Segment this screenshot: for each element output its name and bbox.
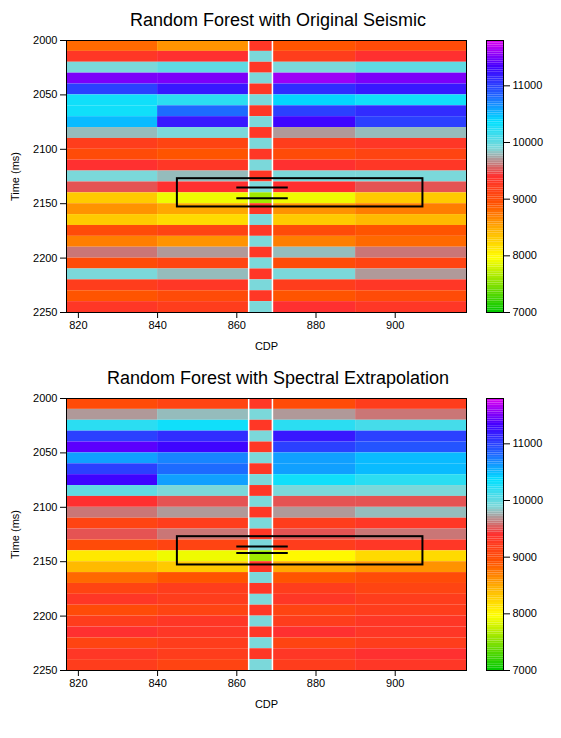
html-text:Random Forest with Original Se: Random Forest with Original Seismic <box>129 10 426 30</box>
svg-text:2250: 2250 <box>33 306 57 318</box>
svg-text:Time (ms): Time (ms) <box>9 152 21 201</box>
svg-text:2200: 2200 <box>33 252 57 264</box>
svg-text:880: 880 <box>307 319 325 331</box>
svg-text:840: 840 <box>148 319 166 331</box>
svg-text:Time (ms): Time (ms) <box>9 510 21 559</box>
svg-text:900: 900 <box>386 319 404 331</box>
svg-text:2100: 2100 <box>33 501 57 513</box>
html-text:Random Forest with Spectral Ex: Random Forest with Spectral Extrapolatio… <box>106 368 450 388</box>
svg-text:2250: 2250 <box>33 664 57 676</box>
svg-text:2000: 2000 <box>33 392 57 404</box>
svg-text:880: 880 <box>307 677 325 689</box>
svg-text:2000: 2000 <box>33 34 57 46</box>
svg-text:10000: 10000 <box>513 136 544 148</box>
svg-text:2100: 2100 <box>33 143 57 155</box>
svg-text:2150: 2150 <box>33 197 57 209</box>
svg-text:8000: 8000 <box>513 249 537 261</box>
svg-text:860: 860 <box>228 677 246 689</box>
svg-text:8000: 8000 <box>513 607 537 619</box>
svg-text:900: 900 <box>386 677 404 689</box>
svg-text:2050: 2050 <box>33 88 57 100</box>
svg-text:2200: 2200 <box>33 610 57 622</box>
svg-text:7000: 7000 <box>513 306 537 318</box>
svg-text:11000: 11000 <box>513 437 543 449</box>
svg-text:840: 840 <box>148 677 166 689</box>
svg-text:7000: 7000 <box>513 664 537 676</box>
svg-text:CDP: CDP <box>255 340 278 352</box>
svg-text:9000: 9000 <box>513 193 537 205</box>
svg-text:2150: 2150 <box>33 555 57 567</box>
svg-text:11000: 11000 <box>513 79 543 91</box>
svg-text:9000: 9000 <box>513 551 537 563</box>
svg-text:820: 820 <box>69 319 87 331</box>
svg-text:2050: 2050 <box>33 446 57 458</box>
svg-text:820: 820 <box>69 677 87 689</box>
svg-text:860: 860 <box>228 319 246 331</box>
svg-text:CDP: CDP <box>255 698 278 710</box>
svg-text:10000: 10000 <box>513 494 544 506</box>
